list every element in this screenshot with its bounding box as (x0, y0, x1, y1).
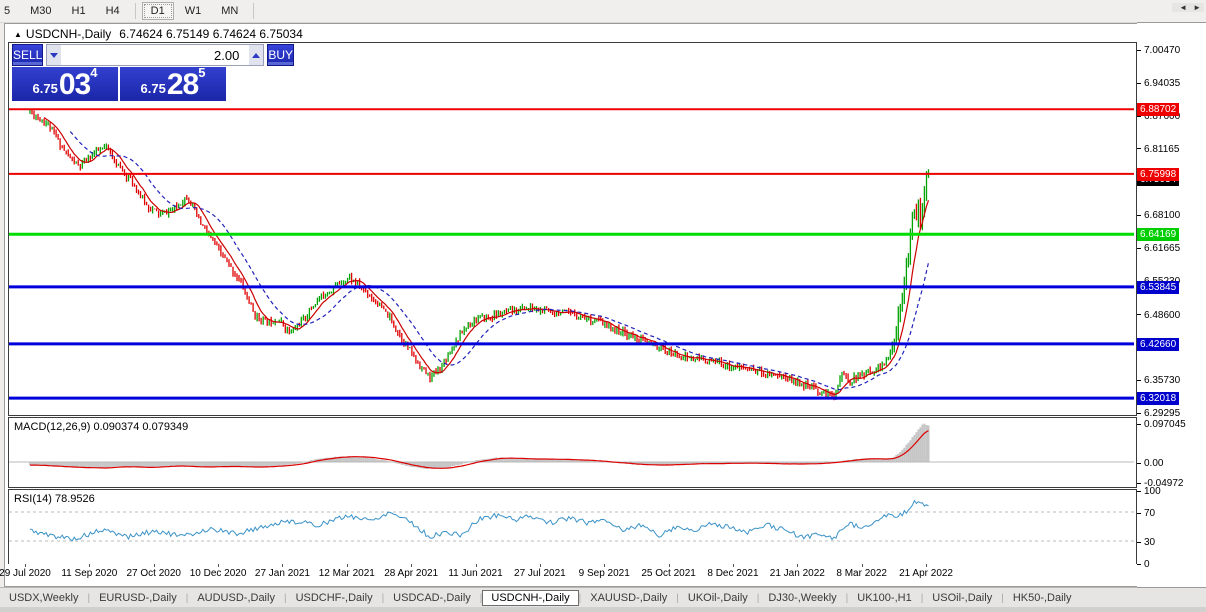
chart-tab-bar: USDX,Weekly | EURUSD-,Daily | AUDUSD-,Daily |… (0, 587, 1206, 608)
time-tick (346, 564, 348, 567)
tab-usdcnh-daily[interactable]: USDCNH-,Daily (482, 590, 579, 606)
time-tick (153, 564, 155, 567)
volume-stepper (46, 44, 265, 66)
chart-symbol-label: USDCNH-,Daily (25, 27, 112, 41)
time-tick (926, 564, 928, 567)
sell-price-display[interactable]: 6.75 03 4 (12, 65, 118, 101)
time-tick (475, 564, 477, 567)
sell-button[interactable]: SELL (12, 44, 44, 66)
collapse-triangle-icon: ▲ (14, 30, 22, 39)
buy-price-big: 28 (166, 68, 199, 101)
timeframe-button-w1[interactable]: W1 (184, 5, 202, 17)
time-axis: 29 Jul 2020 11 Sep 2020 27 Oct 2020 10 Dec … (0, 564, 1137, 584)
volume-decrease-button[interactable] (47, 45, 62, 65)
time-tick (604, 564, 606, 567)
date-label: 21 Jan 2022 (769, 568, 825, 579)
timeframe-button-5[interactable]: 5 (4, 5, 11, 17)
tab-uk100-h1[interactable]: UK100-,H1 (857, 592, 912, 604)
date-label: 9 Sep 2021 (578, 568, 630, 579)
sell-price-sup: 4 (90, 65, 98, 80)
tab-hk50-daily[interactable]: HK50-,Daily (1012, 592, 1072, 604)
timeframe-toolbar: 5 M30 H1 H4 D1 W1 MN (0, 0, 1206, 23)
time-tick (25, 564, 26, 567)
date-label: 21 Apr 2022 (899, 568, 953, 579)
buy-price-small: 6.75 (140, 81, 166, 96)
tab-separator: | (283, 592, 287, 604)
timeframe-button-m30[interactable]: M30 (30, 5, 52, 17)
sell-price-big: 03 (58, 68, 91, 101)
timeframe-button-mn[interactable]: MN (221, 5, 239, 17)
volume-input[interactable] (61, 45, 250, 65)
tab-dj30-weekly[interactable]: DJ30-,Weekly (768, 592, 837, 604)
timeframe-button-d1[interactable]: D1 (141, 2, 174, 20)
buy-price-sup: 5 (198, 65, 206, 80)
tab-usdx-weekly[interactable]: USDX,Weekly (9, 592, 79, 604)
date-label: 27 Oct 2020 (126, 568, 181, 579)
rsi-chart[interactable] (9, 490, 1134, 562)
date-label: 27 Jan 2021 (254, 568, 310, 579)
time-tick (218, 564, 220, 567)
tab-separator: | (87, 592, 91, 604)
macd-indicator-label: MACD(12,26,9) 0.090374 0.079349 (14, 421, 189, 433)
rsi-indicator-label: RSI(14) 78.9526 (14, 493, 95, 505)
tab-ukoil-daily[interactable]: UKOil-,Daily (687, 592, 748, 604)
candlestick-chart[interactable] (9, 43, 1134, 413)
sell-price-small: 6.75 (32, 81, 58, 96)
time-tick (668, 564, 670, 567)
tab-separator: | (920, 592, 924, 604)
price-chart-panel[interactable] (8, 42, 1137, 416)
toolbar-separator (253, 3, 255, 19)
tab-separator: | (381, 592, 385, 604)
rsi-panel[interactable] (8, 489, 1137, 565)
tab-separator: | (845, 592, 849, 604)
chart-title: ▲ USDCNH-,Daily 6.74624 6.75149 6.74624 6.… (14, 27, 303, 41)
date-label: 25 Oct 2021 (641, 568, 696, 579)
timeframe-button-h1[interactable]: H1 (71, 5, 86, 17)
date-label: 28 Apr 2021 (384, 568, 439, 579)
tab-eurusd-daily[interactable]: EURUSD-,Daily (99, 592, 177, 604)
time-tick (539, 564, 541, 567)
tab-separator: | (676, 592, 679, 604)
date-label: 29 Jul 2020 (0, 568, 51, 579)
macd-chart[interactable] (9, 418, 1134, 485)
date-label: 11 Sep 2020 (61, 568, 118, 579)
tab-separator: | (479, 592, 483, 604)
date-label: 11 Jun 2021 (448, 568, 503, 579)
tab-scroll-left-icon[interactable]: ◄ (1179, 3, 1188, 12)
window-bottom-edge (0, 607, 1206, 612)
tab-separator: | (185, 592, 189, 604)
date-label: 12 Mar 2021 (318, 568, 375, 579)
buy-button[interactable]: BUY (267, 44, 295, 66)
timeframe-button-h4[interactable]: H4 (105, 5, 120, 17)
chart-ohlc-values: 6.74624 6.75149 6.74624 6.75034 (119, 27, 303, 41)
date-label: 10 Dec 2020 (189, 568, 247, 579)
time-tick (732, 564, 734, 567)
time-tick (89, 564, 91, 567)
arrow-up-icon (252, 52, 261, 58)
arrow-down-icon (50, 52, 59, 58)
tab-usoil-daily[interactable]: USOil-,Daily (932, 592, 993, 604)
date-label: 8 Dec 2021 (707, 568, 759, 579)
tab-scroll-buttons: ◄ ► (1172, 3, 1204, 12)
toolbar-separator (134, 3, 136, 19)
date-label: 8 Mar 2022 (836, 568, 887, 579)
tab-xauusd-daily[interactable]: XAUUSD-,Daily (590, 592, 668, 604)
tab-usdcad-daily[interactable]: USDCAD-,Daily (393, 592, 471, 604)
time-tick (861, 564, 863, 567)
tab-audusd-daily[interactable]: AUDUSD-,Daily (197, 592, 275, 604)
date-label: 27 Jul 2021 (514, 568, 566, 579)
macd-panel[interactable] (8, 417, 1137, 488)
time-tick (797, 564, 799, 567)
time-tick (282, 564, 284, 567)
tab-scroll-right-icon[interactable]: ► (1193, 3, 1201, 12)
tab-separator: | (578, 592, 582, 604)
buy-price-display[interactable]: 6.75 28 5 (120, 65, 226, 101)
tab-usdchf-daily[interactable]: USDCHF-,Daily (295, 592, 373, 604)
tab-separator: | (1001, 592, 1004, 604)
volume-increase-button[interactable] (249, 45, 264, 65)
time-tick (411, 564, 413, 567)
tab-separator: | (756, 592, 760, 604)
